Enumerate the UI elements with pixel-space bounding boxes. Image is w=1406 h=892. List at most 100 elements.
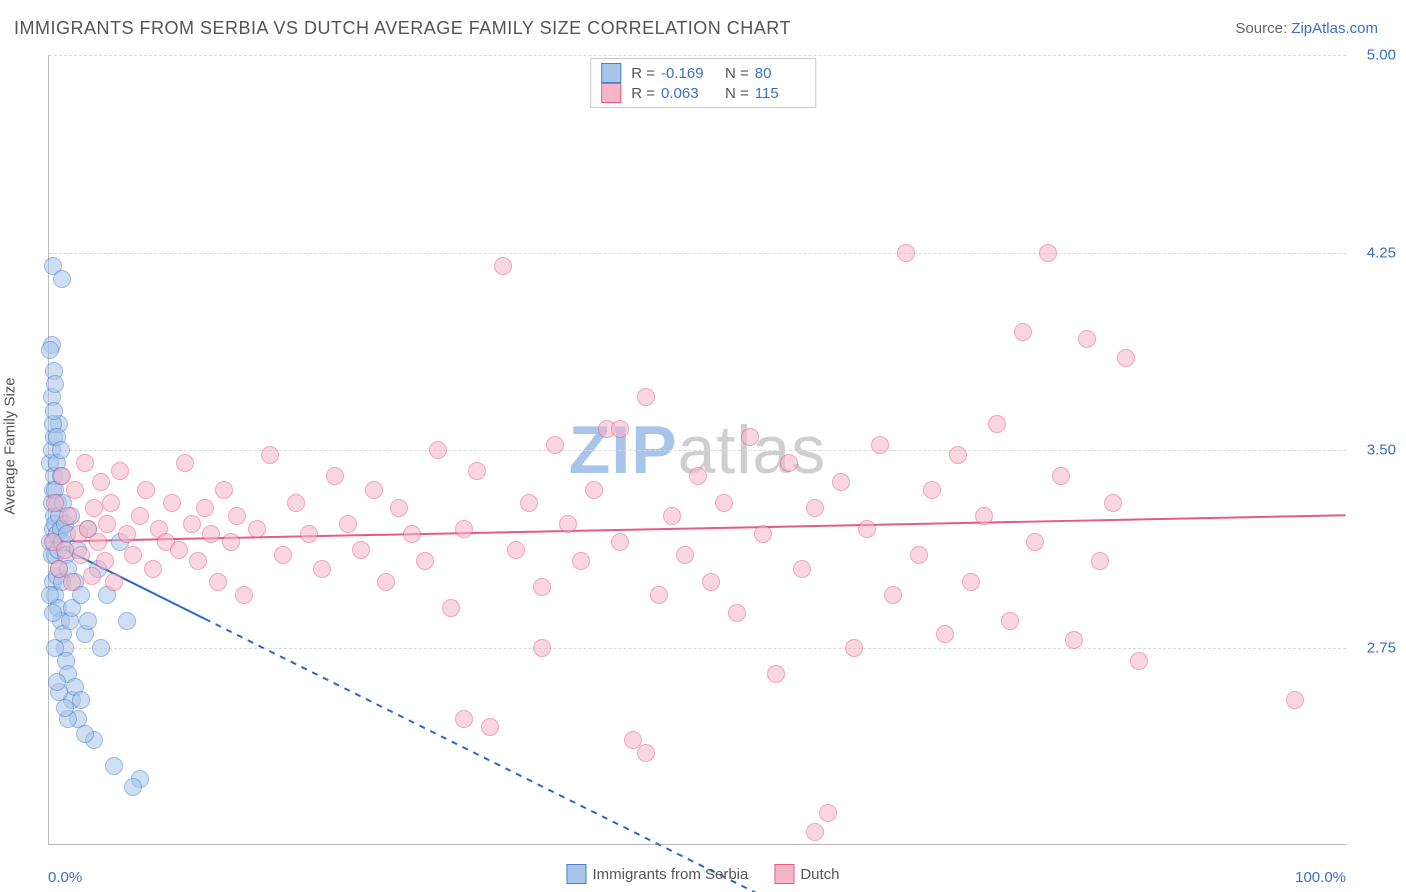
scatter-point [663,507,681,525]
scatter-point [118,525,136,543]
scatter-point [897,244,915,262]
scatter-point [468,462,486,480]
legend-swatch [601,63,621,83]
scatter-point [102,494,120,512]
scatter-point [105,757,123,775]
scatter-point [326,467,344,485]
scatter-point [1104,494,1122,512]
scatter-point [520,494,538,512]
scatter-point [923,481,941,499]
legend-n-value: 80 [755,65,805,82]
grid-line [49,55,1346,56]
scatter-point [124,778,142,796]
scatter-point [52,441,70,459]
scatter-point [455,710,473,728]
scatter-point [936,625,954,643]
scatter-point [63,573,81,591]
scatter-point [45,402,63,420]
scatter-point [196,499,214,517]
scatter-point [793,560,811,578]
scatter-point [637,744,655,762]
scatter-point [72,546,90,564]
legend-r-label: R = [631,65,655,82]
scatter-point [215,481,233,499]
scatter-point [1001,612,1019,630]
legend-swatch [601,83,621,103]
scatter-point [559,515,577,533]
scatter-point [98,515,116,533]
legend-series: Immigrants from Serbia Dutch [566,864,839,884]
scatter-point [702,573,720,591]
grid-line [49,648,1346,649]
scatter-point [481,718,499,736]
scatter-point [76,725,94,743]
scatter-point [1052,467,1070,485]
legend-r-value: -0.169 [661,65,711,82]
legend-r-label: R = [631,85,655,102]
scatter-point [585,481,603,499]
scatter-point [429,441,447,459]
scatter-point [377,573,395,591]
scatter-point [819,804,837,822]
scatter-point [202,525,220,543]
scatter-point [611,420,629,438]
scatter-point [1117,349,1135,367]
scatter-point [650,586,668,604]
scatter-point [1130,652,1148,670]
scatter-point [124,546,142,564]
scatter-point [163,494,181,512]
legend-r-value: 0.063 [661,85,711,102]
legend-row: R =0.063N =115 [601,83,805,103]
chart-plot-area: ZIPatlas 2.753.504.255.00 [48,55,1346,845]
scatter-point [962,573,980,591]
scatter-point [274,546,292,564]
scatter-point [228,507,246,525]
scatter-point [975,507,993,525]
scatter-point [715,494,733,512]
legend-series-label: Dutch [800,866,839,883]
scatter-point [403,525,421,543]
grid-line [49,450,1346,451]
scatter-point [53,270,71,288]
x-axis-max-label: 100.0% [1295,869,1346,886]
legend-n-value: 115 [755,85,805,102]
scatter-point [845,639,863,657]
scatter-point [533,578,551,596]
scatter-point [637,388,655,406]
scatter-point [988,415,1006,433]
scatter-point [533,639,551,657]
scatter-point [442,599,460,617]
scatter-point [300,525,318,543]
scatter-point [66,481,84,499]
scatter-point [222,533,240,551]
y-axis-label: Average Family Size [2,377,19,514]
scatter-point [1065,631,1083,649]
legend-series-label: Immigrants from Serbia [592,866,748,883]
scatter-point [56,699,74,717]
scatter-point [858,520,876,538]
scatter-point [92,639,110,657]
trend-line [205,619,1346,892]
scatter-point [76,454,94,472]
source-link[interactable]: ZipAtlas.com [1291,20,1378,37]
scatter-point [56,541,74,559]
y-tick-label: 5.00 [1352,47,1396,64]
scatter-point [41,586,59,604]
scatter-point [572,552,590,570]
scatter-point [137,481,155,499]
scatter-point [44,604,62,622]
scatter-point [59,507,77,525]
y-tick-label: 3.50 [1352,442,1396,459]
scatter-point [455,520,473,538]
scatter-point [46,639,64,657]
legend-swatch [774,864,794,884]
scatter-point [689,467,707,485]
scatter-point [183,515,201,533]
scatter-point [741,428,759,446]
legend-swatch [566,864,586,884]
scatter-point [339,515,357,533]
scatter-point [189,552,207,570]
scatter-point [1286,691,1304,709]
scatter-point [96,552,114,570]
scatter-point [780,454,798,472]
